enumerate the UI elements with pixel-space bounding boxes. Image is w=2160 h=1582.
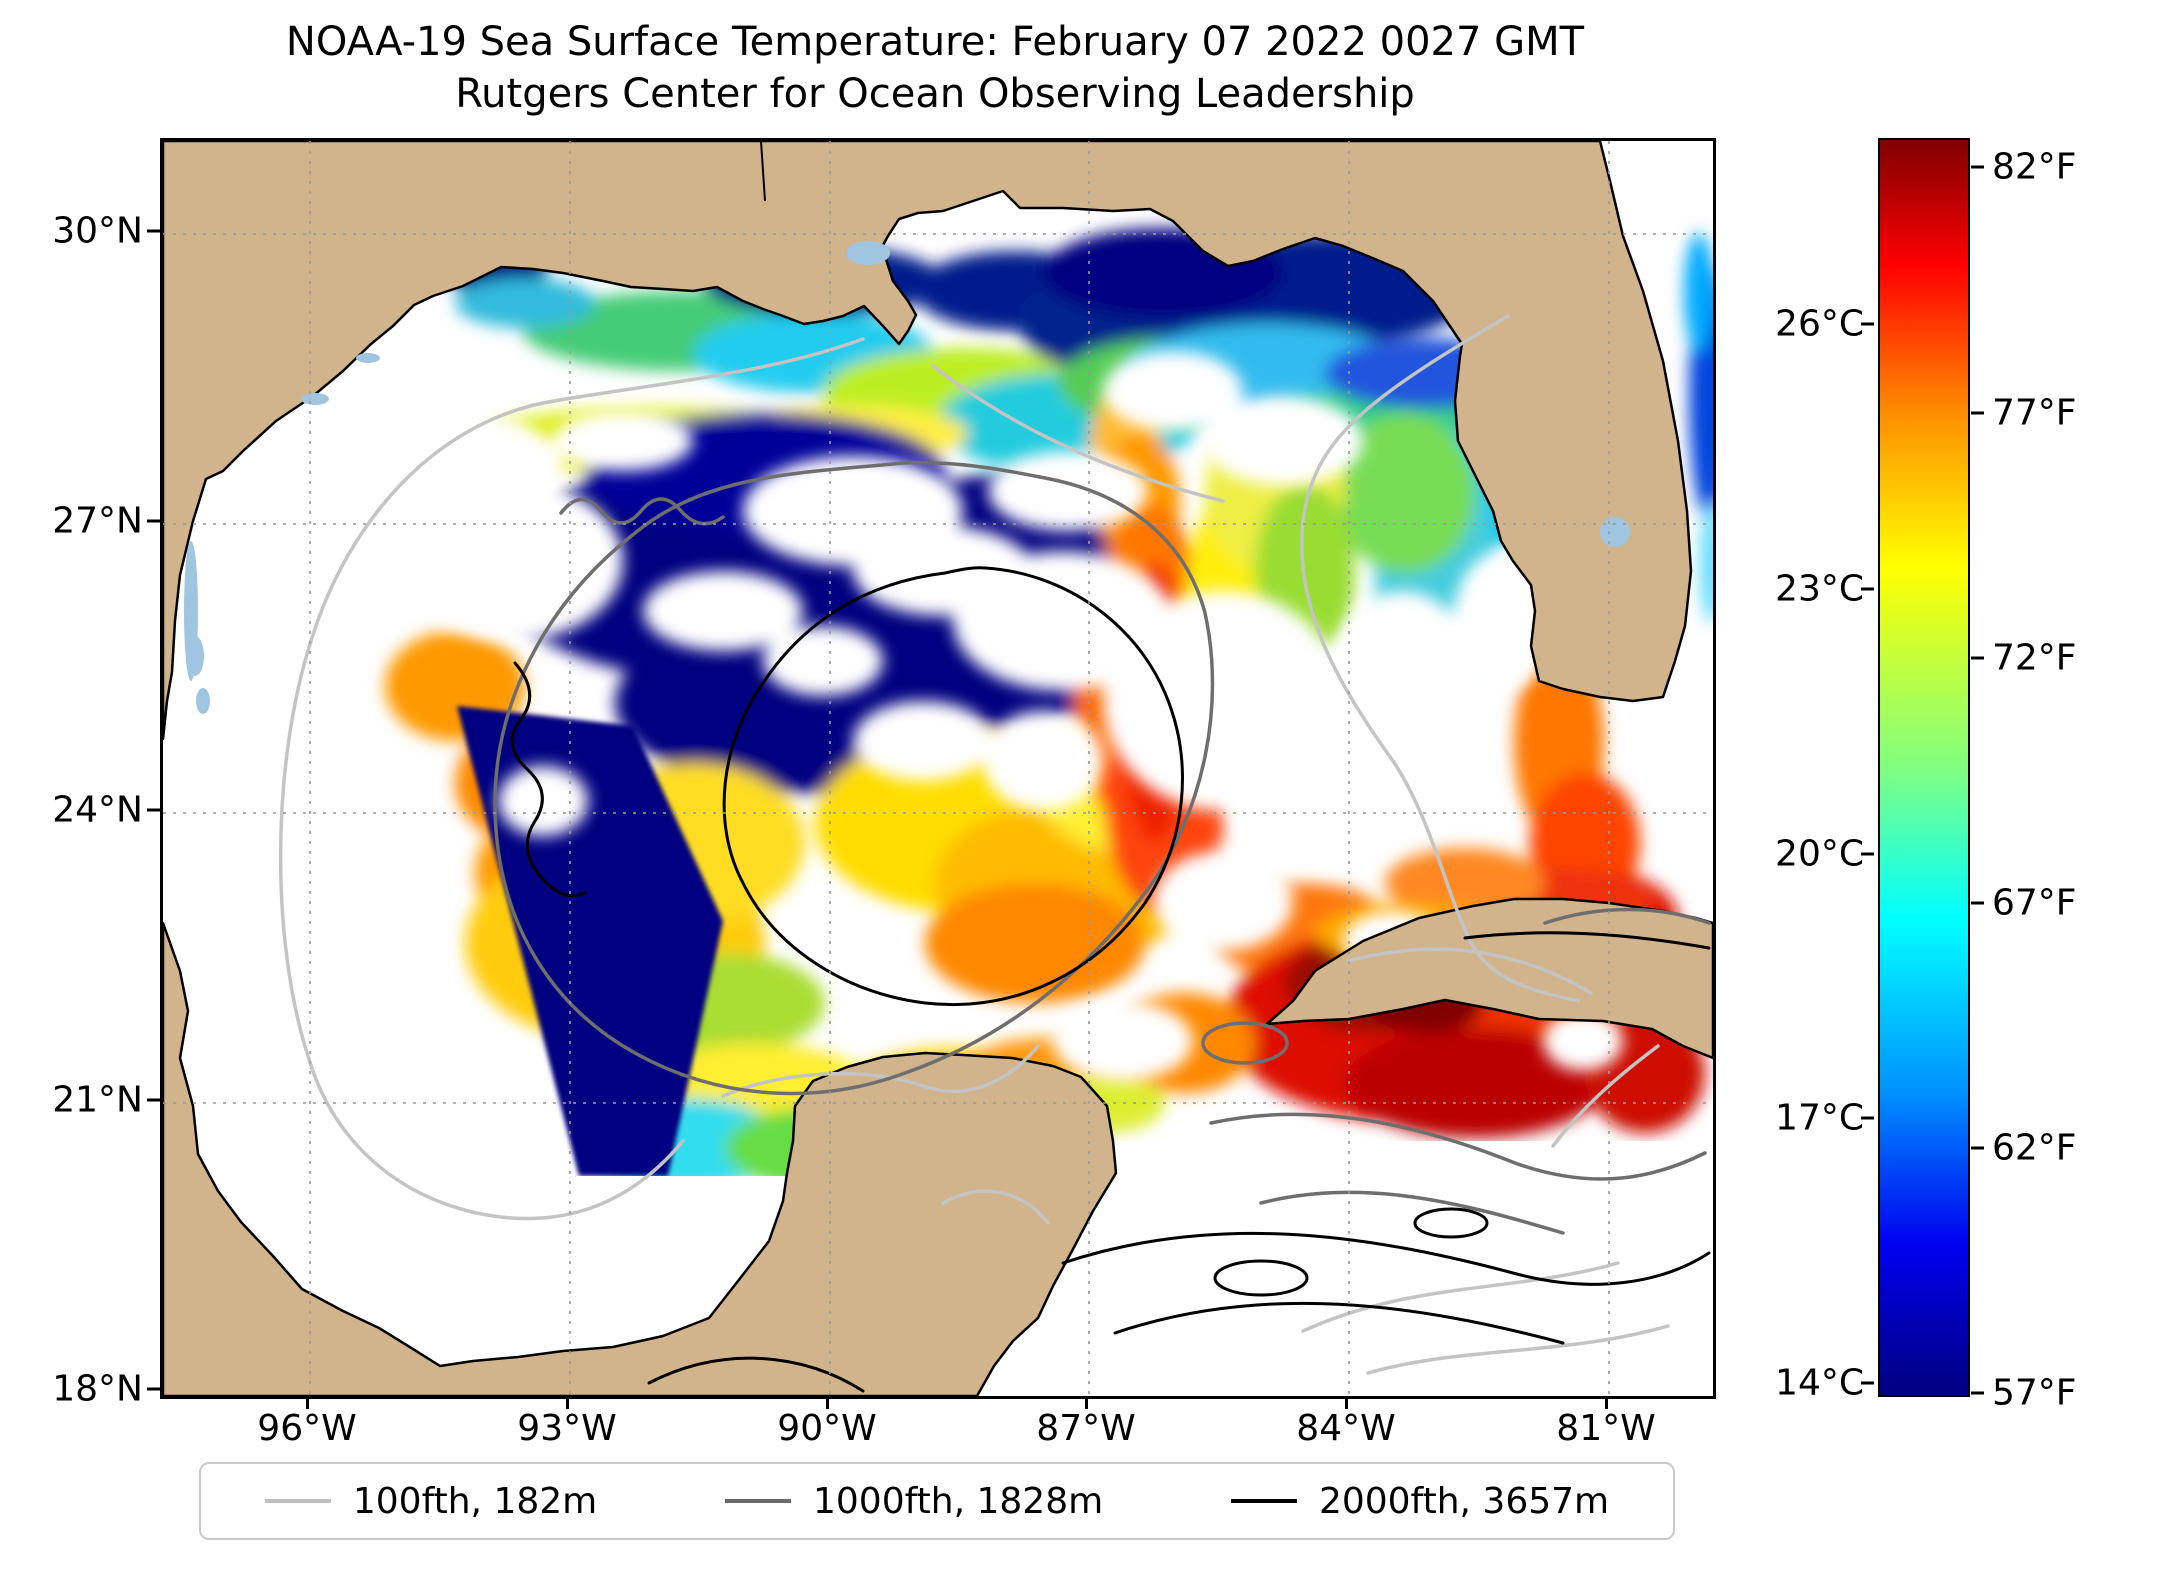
ytick-18n: 18°N bbox=[52, 1368, 143, 1410]
tick-mark bbox=[147, 1387, 160, 1391]
legend-item-100fth: 100fth, 182m bbox=[264, 1480, 598, 1522]
state-boundary bbox=[760, 141, 766, 202]
lake-okeechobee bbox=[1600, 517, 1630, 547]
map-canvas bbox=[163, 141, 1713, 1396]
cbar-label-77f: 77°F bbox=[1992, 392, 2077, 434]
land-cuba bbox=[1265, 897, 1713, 1060]
ytick-27n: 27°N bbox=[52, 500, 143, 542]
contour-2000fth bbox=[510, 566, 1711, 1393]
contour-legend: 100fth, 182m 1000fth, 1828m 2000fth, 365… bbox=[199, 1462, 1675, 1540]
tick-mark bbox=[1861, 587, 1874, 591]
legend-item-2000fth: 2000fth, 3657m bbox=[1230, 1480, 1610, 1522]
tick-mark bbox=[147, 229, 160, 233]
gridlines bbox=[163, 141, 1713, 1396]
cbar-label-72f: 72°F bbox=[1992, 637, 2077, 679]
ytick-30n: 30°N bbox=[52, 210, 143, 252]
tick-mark bbox=[1345, 1396, 1348, 1409]
tick-mark bbox=[1971, 411, 1984, 415]
legend-line-100fth bbox=[264, 1499, 331, 1503]
xtick-93w: 93°W bbox=[517, 1408, 617, 1449]
lake-pontchartrain bbox=[846, 241, 890, 265]
tick-mark bbox=[1971, 901, 1984, 905]
tick-mark bbox=[147, 1098, 160, 1102]
ytick-21n: 21°N bbox=[52, 1079, 143, 1121]
cbar-label-23c: 23°C bbox=[1775, 568, 1864, 610]
cbar-label-17c: 17°C bbox=[1775, 1097, 1864, 1139]
land-mexico-yucatan bbox=[163, 921, 1118, 1396]
tick-mark bbox=[147, 519, 160, 523]
tick-mark bbox=[147, 808, 160, 812]
tick-mark bbox=[1971, 656, 1984, 660]
tick-mark bbox=[1971, 1146, 1984, 1150]
contour-1000fth bbox=[493, 460, 1711, 1235]
cbar-label-57f: 57°F bbox=[1992, 1372, 2077, 1414]
xtick-96w: 96°W bbox=[257, 1408, 357, 1449]
cbar-label-26c: 26°C bbox=[1775, 303, 1864, 345]
xtick-90w: 90°W bbox=[777, 1408, 877, 1449]
tick-mark bbox=[1861, 1116, 1874, 1120]
xtick-81w: 81°W bbox=[1556, 1408, 1656, 1449]
xtick-87w: 87°W bbox=[1036, 1408, 1136, 1449]
lake-layer bbox=[184, 241, 1630, 714]
cbar-label-82f: 82°F bbox=[1992, 146, 2077, 188]
legend-line-2000fth bbox=[1230, 1499, 1297, 1503]
cbar-label-14c: 14°C bbox=[1775, 1362, 1864, 1404]
map-plot-area bbox=[160, 138, 1716, 1399]
tick-mark bbox=[306, 1396, 309, 1409]
legend-label-1000fth: 1000fth, 1828m bbox=[813, 1480, 1104, 1522]
xtick-84w: 84°W bbox=[1296, 1408, 1396, 1449]
cbar-label-20c: 20°C bbox=[1775, 833, 1864, 875]
tick-mark bbox=[1861, 322, 1874, 326]
legend-label-2000fth: 2000fth, 3657m bbox=[1318, 1480, 1610, 1522]
cbar-label-67f: 67°F bbox=[1992, 882, 2077, 924]
tick-mark bbox=[1605, 1396, 1608, 1409]
tick-mark bbox=[1971, 1391, 1984, 1395]
contour-100fth bbox=[278, 314, 1670, 1375]
legend-item-1000fth: 1000fth, 1828m bbox=[725, 1481, 1103, 1522]
land-north-america bbox=[163, 141, 1693, 741]
cbar-label-62f: 62°F bbox=[1992, 1127, 2077, 1169]
tick-mark bbox=[1971, 165, 1984, 169]
legend-label-100fth: 100fth, 182m bbox=[352, 1480, 598, 1522]
figure-title: NOAA-19 Sea Surface Temperature: Februar… bbox=[285, 19, 1585, 65]
tick-mark bbox=[826, 1396, 829, 1409]
tick-mark bbox=[1861, 852, 1874, 856]
ytick-24n: 24°N bbox=[52, 789, 143, 831]
tick-mark bbox=[1861, 1381, 1874, 1385]
tick-mark bbox=[1085, 1396, 1088, 1409]
temperature-colorbar bbox=[1878, 138, 1970, 1397]
legend-line-1000fth bbox=[725, 1499, 791, 1503]
figure-subtitle: Rutgers Center for Ocean Observing Leade… bbox=[455, 71, 1415, 117]
land-layer bbox=[163, 141, 1713, 1396]
tick-mark bbox=[566, 1396, 569, 1409]
